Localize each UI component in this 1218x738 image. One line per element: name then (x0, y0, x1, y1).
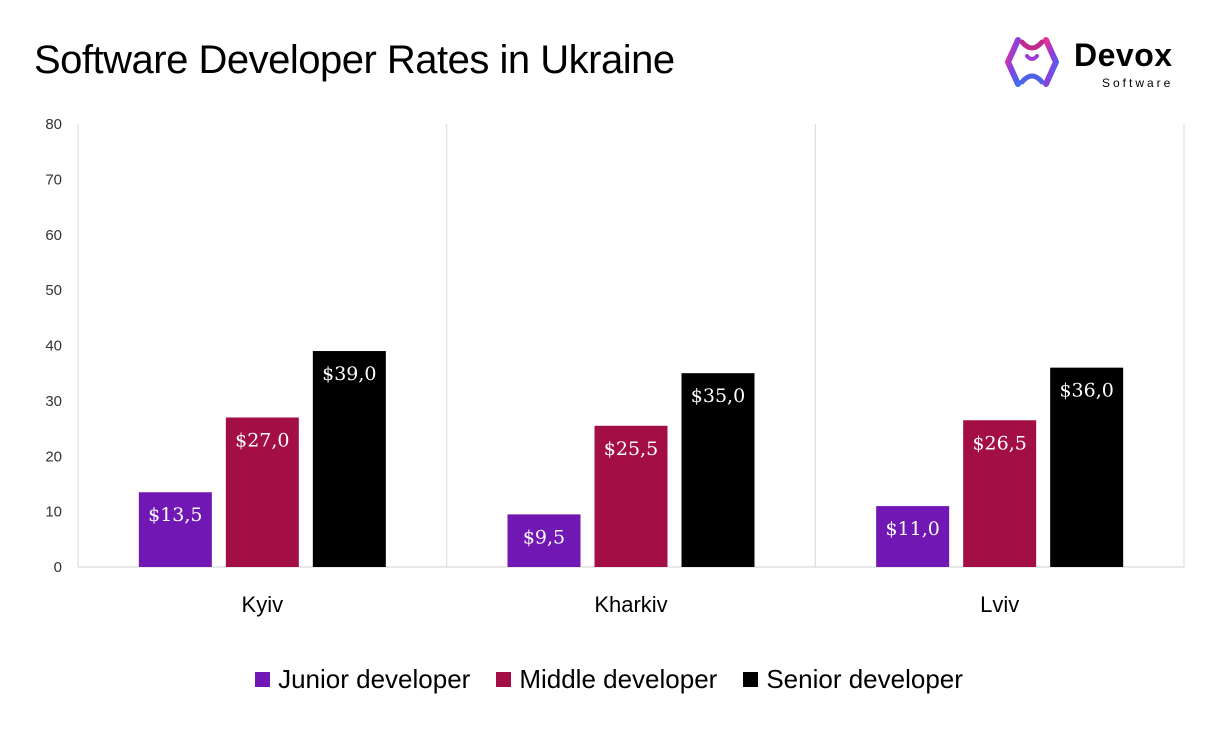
bar (876, 506, 950, 567)
data-label: $26,5 (972, 432, 1026, 454)
logo-name: Devox (1074, 37, 1173, 73)
bar (594, 425, 668, 567)
data-label: $25,5 (604, 438, 658, 460)
legend-item: Senior developer (743, 664, 963, 695)
bar (507, 514, 581, 567)
x-tick-label: Lviv (980, 592, 1019, 617)
y-tick-label: 60 (45, 227, 62, 244)
chart-legend: Junior developer Middle developer Senior d… (0, 664, 1218, 695)
legend-swatch (743, 672, 759, 687)
legend-label: Senior developer (766, 664, 963, 694)
y-tick-label: 40 (45, 338, 62, 355)
legend-label: Middle developer (519, 664, 718, 694)
data-label: $9,5 (523, 526, 565, 548)
data-label: $35,0 (691, 385, 745, 407)
bar (681, 373, 755, 567)
data-label: $27,0 (235, 429, 289, 451)
bar (138, 492, 212, 567)
bar (963, 420, 1037, 567)
logo-subtitle: Software (1102, 76, 1174, 90)
y-tick-label: 70 (45, 171, 62, 188)
bar (312, 351, 386, 567)
y-tick-label: 10 (45, 504, 62, 521)
legend-item: Middle developer (496, 664, 717, 695)
x-tick-label: Kharkiv (594, 592, 667, 617)
legend-swatch (255, 672, 271, 687)
y-tick-label: 0 (54, 559, 62, 576)
y-tick-label: 30 (45, 393, 62, 410)
y-tick-label: 50 (45, 282, 62, 299)
data-label: $13,5 (148, 504, 202, 526)
legend-item: Junior developer (255, 664, 470, 695)
legend-swatch (496, 672, 512, 687)
y-tick-label: 80 (45, 116, 62, 133)
devox-logo-icon (1005, 37, 1059, 87)
bar (1050, 367, 1124, 567)
y-tick-label: 20 (45, 448, 62, 465)
bar-chart: 0 10 20 30 40 50 60 70 80 $13,5 $27,0 $39,0 Kyiv $9,5… (45, 116, 1185, 617)
logo: Devox Software (1000, 34, 1190, 94)
page-title: Software Developer Rates in Ukraine (34, 38, 675, 82)
legend-label: Junior developer (278, 664, 471, 694)
data-label: $36,0 (1059, 380, 1113, 402)
data-label: $11,0 (885, 518, 939, 540)
x-tick-label: Kyiv (242, 592, 284, 617)
data-label: $39,0 (322, 363, 376, 385)
bar (225, 417, 299, 567)
